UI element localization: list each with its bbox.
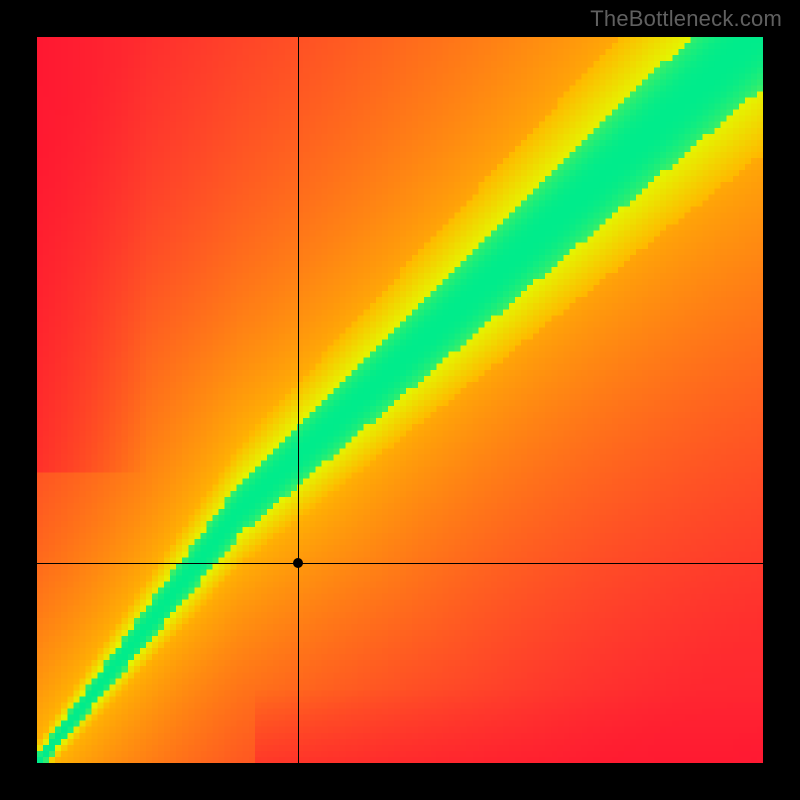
- watermark-text: TheBottleneck.com: [590, 6, 782, 32]
- crosshair-vertical: [298, 37, 299, 763]
- heatmap-canvas: [37, 37, 763, 763]
- data-point: [293, 558, 303, 568]
- plot-area: [37, 37, 763, 763]
- crosshair-horizontal: [37, 563, 763, 564]
- chart-container: TheBottleneck.com: [0, 0, 800, 800]
